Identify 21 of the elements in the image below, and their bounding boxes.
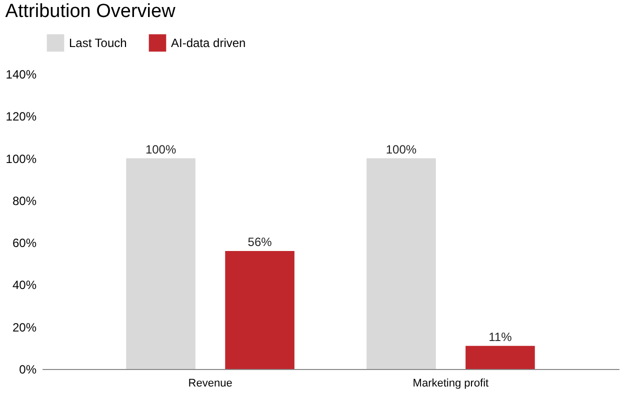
chart-title: Attribution Overview xyxy=(5,1,176,22)
data-label: 11% xyxy=(488,330,512,344)
bar xyxy=(366,158,436,369)
y-tick-label: 0% xyxy=(19,362,37,376)
y-tick-label: 80% xyxy=(12,194,37,208)
data-label: 56% xyxy=(248,235,272,249)
y-tick-label: 40% xyxy=(12,278,37,292)
y-tick-label: 140% xyxy=(6,68,37,82)
y-tick-label: 60% xyxy=(12,236,37,250)
data-label: 100% xyxy=(145,142,176,156)
y-tick-label: 20% xyxy=(12,320,37,334)
y-tick-label: 120% xyxy=(6,110,37,124)
bar xyxy=(126,158,196,369)
data-label: 100% xyxy=(386,142,417,156)
x-tick-label: Revenue xyxy=(188,378,232,390)
legend-label: Last Touch xyxy=(69,36,127,50)
bar xyxy=(466,346,535,369)
legend-label: AI-data driven xyxy=(171,36,246,50)
bar xyxy=(225,251,294,369)
x-tick-label: Marketing profit xyxy=(412,378,489,390)
y-tick-label: 100% xyxy=(6,152,37,166)
